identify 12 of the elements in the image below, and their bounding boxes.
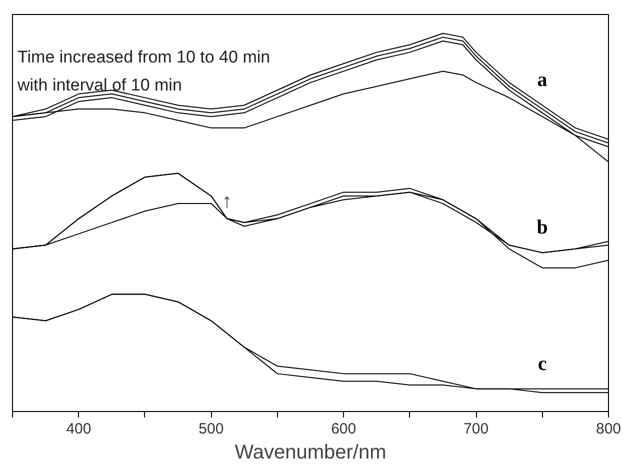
x-tick-label: 700 (464, 420, 489, 438)
series-label: a (537, 69, 548, 92)
annotation: with interval of 10 min (16, 76, 182, 94)
x-tick-label: 500 (198, 420, 224, 438)
x-tick-label: 400 (66, 420, 92, 438)
x-axis-title: Wavenumber/nm (234, 442, 386, 464)
annotation: ↑ (222, 190, 232, 213)
series-label: c (538, 352, 547, 375)
annotation: Time increased from 10 to 40 min (18, 48, 270, 66)
series-label: b (536, 216, 548, 239)
x-tick-label: 600 (331, 420, 356, 438)
x-tick-label: 800 (596, 420, 622, 438)
